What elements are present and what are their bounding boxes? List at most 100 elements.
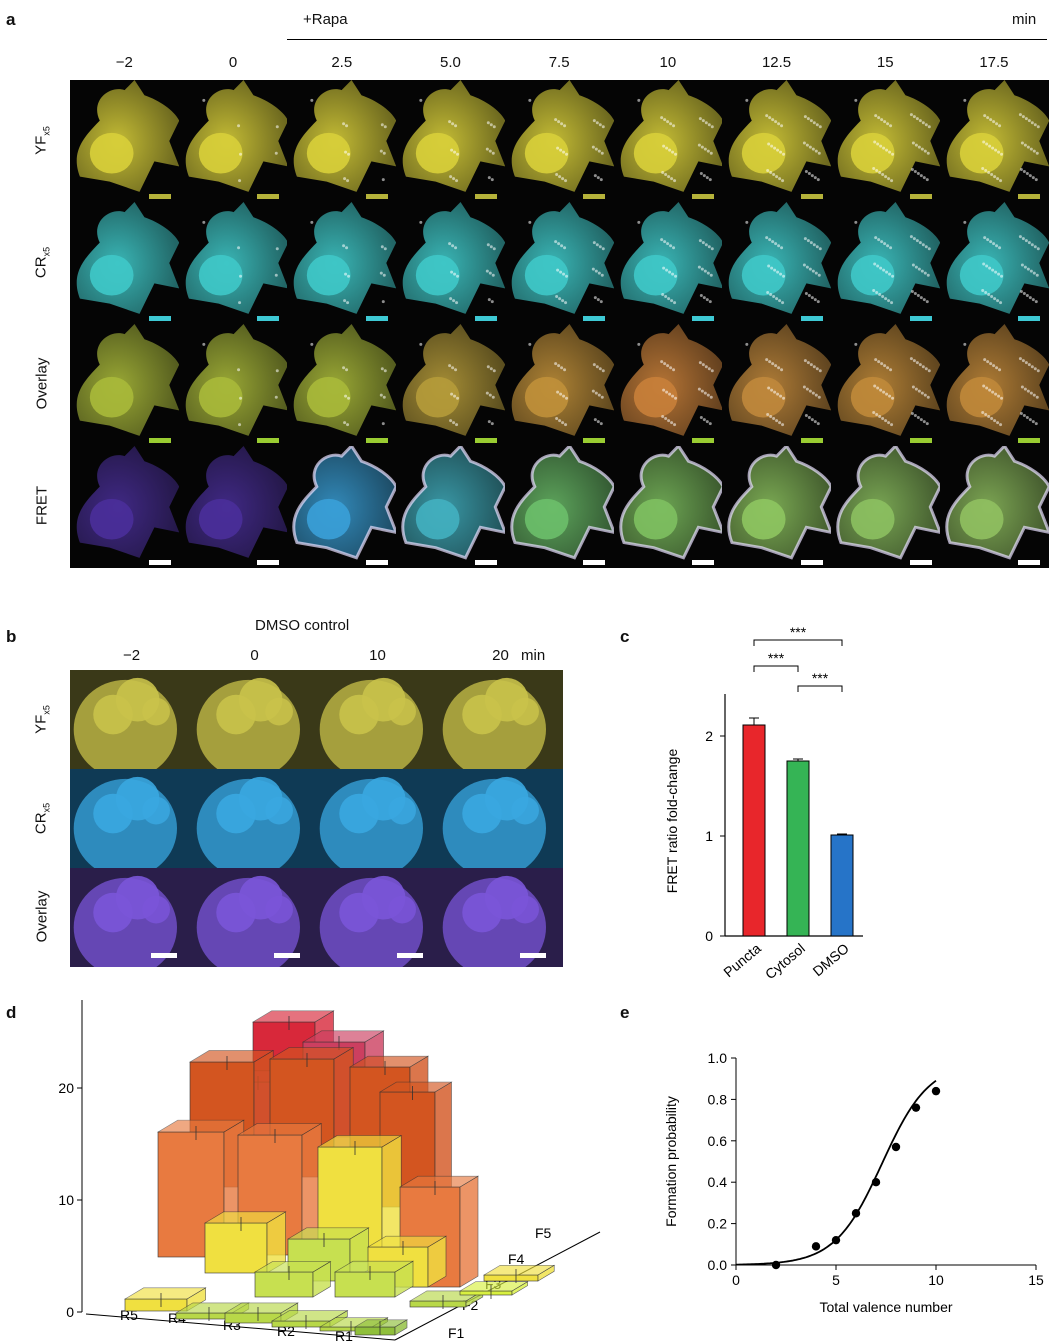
micrograph-tile	[287, 446, 397, 568]
y-tick-label: 0.6	[708, 1133, 728, 1149]
x-tick-label: 5	[832, 1272, 840, 1288]
bar	[786, 760, 810, 937]
significance-label: ***	[812, 670, 829, 686]
data-point	[871, 1178, 881, 1187]
bar	[830, 834, 854, 937]
y-tick-label: 0	[66, 1304, 74, 1320]
y-tick-label: 10	[58, 1192, 74, 1208]
y-tick-label: 0.4	[708, 1174, 728, 1190]
scale-bar	[583, 560, 606, 565]
scale-bar	[366, 560, 389, 565]
micrograph-tile	[396, 80, 506, 202]
significance-bracket	[797, 685, 843, 692]
treatment-line	[287, 39, 1047, 40]
data-point	[771, 1260, 781, 1270]
scale-bar	[909, 194, 932, 199]
y-tick-label: 2	[705, 728, 713, 744]
r-axis	[85, 1313, 396, 1341]
scale-bar	[1018, 316, 1041, 321]
scale-bar	[909, 560, 932, 565]
timepoint-label: 5.0	[440, 54, 461, 71]
micrograph-tile	[939, 324, 1049, 446]
micrograph-tile	[316, 769, 440, 868]
micrograph-tile	[504, 202, 614, 324]
scale-bar	[257, 316, 280, 321]
micrograph-tile	[70, 202, 180, 324]
row-label-text: YF	[32, 135, 50, 155]
micrograph-tile	[193, 868, 317, 967]
x-tick-label: 15	[1028, 1272, 1044, 1288]
micrograph-tile	[287, 80, 397, 202]
micrograph-tile	[178, 446, 288, 568]
y-tick-label: 1.0	[708, 1050, 728, 1066]
micrograph-tile	[70, 868, 194, 967]
scale-bar	[366, 316, 389, 321]
panel-a-label: a	[6, 10, 16, 29]
y-tick-label: 0	[705, 928, 713, 944]
row-label: FRET	[34, 446, 51, 566]
micrograph-tile	[439, 670, 563, 769]
x-axis-label: Total valence number	[819, 1299, 952, 1315]
row-label: Overlay	[34, 856, 51, 976]
bar-3d	[458, 1281, 529, 1299]
scale-bar	[474, 194, 497, 199]
scale-bar	[1018, 194, 1041, 199]
micrograph-tile	[70, 324, 180, 446]
panel-b-unit: min	[521, 647, 546, 664]
bar	[742, 724, 766, 937]
timepoint-label: −2	[115, 54, 133, 71]
scale-bar	[257, 194, 280, 199]
micrograph-tile	[316, 868, 440, 967]
row-label-text: CR	[32, 256, 50, 279]
micrograph-tile	[613, 80, 723, 202]
data-point	[891, 1142, 901, 1152]
micrograph-tile	[70, 670, 194, 769]
row-label-sub: x5	[41, 246, 52, 257]
micrograph-tile	[70, 80, 180, 202]
panel-d-label: d	[6, 1003, 17, 1022]
scale-bar	[583, 194, 606, 199]
scale-bar	[800, 316, 823, 321]
timepoint-label: 10	[369, 647, 386, 664]
significance-bracket	[753, 639, 843, 646]
significance-bracket	[753, 665, 799, 672]
micrograph-tile	[178, 324, 288, 446]
micrograph-tile	[939, 446, 1049, 568]
col-axis-label: F4	[508, 1251, 525, 1267]
scale-bar	[1018, 438, 1041, 443]
micrograph-tile	[504, 80, 614, 202]
scale-bar	[909, 438, 932, 443]
micrograph-tile	[178, 80, 288, 202]
micrograph-tile	[939, 80, 1049, 202]
scale-bar	[474, 560, 497, 565]
scale-bar	[583, 438, 606, 443]
bar-3d	[123, 1287, 207, 1312]
scale-bar	[692, 316, 715, 321]
y-axis-label: FRET ratio fold-change	[664, 749, 680, 894]
row-label-text: CR	[32, 811, 50, 834]
scale-bar	[800, 194, 823, 199]
scale-bar	[148, 316, 171, 321]
formation-probability-chart: 0.0 0.2 0.4 0.6 0.8 1.0 0 5 10 15 Total valence nu…	[663, 1050, 1044, 1315]
scale-bar	[148, 194, 171, 199]
y-axis-label: Formation probability	[663, 1096, 679, 1227]
row-axis-label: R1	[335, 1328, 353, 1344]
micrograph-tile	[70, 769, 194, 868]
scale-bar	[148, 438, 171, 443]
scale-bar	[800, 438, 823, 443]
data-point	[811, 1242, 821, 1251]
row-label-text: YF	[32, 714, 50, 734]
treatment-label: +Rapa	[303, 11, 348, 28]
micrograph-tile	[396, 202, 506, 324]
micrograph-tile	[830, 446, 941, 568]
category-label: Cytosol	[762, 940, 808, 982]
timepoint-label: 12.5	[761, 54, 792, 71]
row-label-sub: x5	[41, 802, 52, 812]
timepoint-label: 0	[250, 647, 259, 664]
col-axis-label: F1	[448, 1325, 465, 1341]
micrograph-tile	[613, 324, 723, 446]
data-point	[831, 1235, 841, 1245]
panel-b-title: DMSO control	[255, 617, 350, 634]
y-tick-label: 0.0	[708, 1257, 728, 1273]
timepoint-label: 2.5	[331, 54, 353, 71]
